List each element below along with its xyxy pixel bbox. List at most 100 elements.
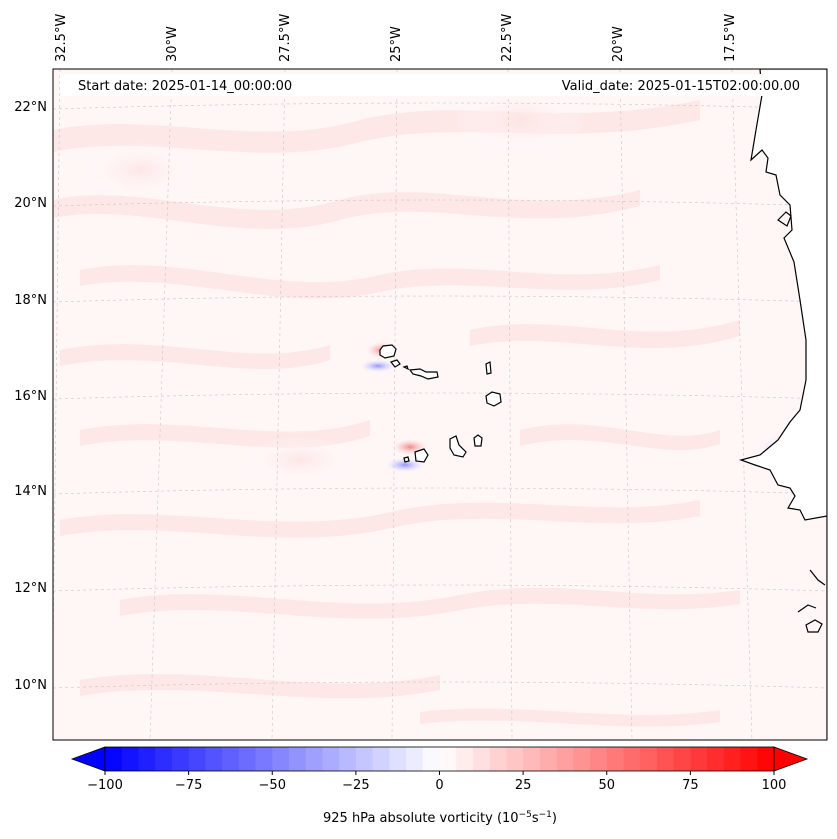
island-santa-luzia (402, 365, 410, 371)
colorbar-tick-label: −25 (342, 778, 369, 793)
vorticity-field (53, 69, 827, 740)
longitude-label: 20°W (611, 26, 626, 62)
colorbar-segment (422, 747, 441, 771)
latitude-label: 22°N (14, 100, 47, 115)
header-background (60, 74, 810, 96)
latitude-label: 10°N (14, 678, 47, 693)
colorbar-segment (740, 747, 758, 771)
colorbar-segment (590, 747, 608, 771)
coastline-islands (379, 344, 502, 463)
field-streaks (53, 100, 740, 727)
colorbar-segment (188, 747, 206, 771)
colorbar-segment (288, 747, 307, 771)
longitude-label: 30°W (165, 26, 180, 62)
parallel-line (53, 392, 827, 400)
colorbar-segment (606, 747, 625, 771)
colorbar-segment (456, 747, 474, 771)
latitude-label: 20°N (14, 196, 47, 211)
island-santo-antao (379, 344, 397, 359)
parallel-line (53, 199, 827, 207)
colorbar-segment (389, 747, 407, 771)
island-fogo (414, 448, 429, 463)
colorbar-segment (640, 747, 658, 771)
colorbar-extend-low (70, 746, 106, 772)
meridian-line (271, 69, 286, 740)
colorbar: −100 −75 −50 −25 0 25 50 75 100 925 hPa absolute… (70, 746, 809, 826)
longitude-label: 17.5°W (723, 14, 738, 62)
colorbar-segment (707, 747, 725, 771)
valid-date-label: Valid_date: 2025-01-15T02:00:00.00 (562, 79, 800, 94)
colorbar-segment (155, 747, 173, 771)
colorbar-segment (339, 747, 357, 771)
latitude-labels: 22°N 20°N 18°N 16°N 14°N 12°N 10°N (14, 100, 47, 693)
latitude-label: 18°N (14, 293, 47, 308)
colorbar-segment (539, 747, 558, 771)
colorbar-segment (105, 747, 123, 771)
colorbar-segment (573, 747, 591, 771)
colorbar-segment (372, 747, 390, 771)
field-patch (450, 85, 590, 155)
colorbar-tick-label: 0 (435, 778, 443, 793)
longitude-labels: 32.5°W 30°W 27.5°W 25°W 22.5°W 20°W 17.5… (54, 14, 738, 62)
meridian-line (731, 69, 753, 740)
colorbar-tick-label: −50 (259, 778, 286, 793)
colorbar-segment (723, 747, 742, 771)
island-santiago (449, 435, 467, 458)
colorbar-segment (623, 747, 641, 771)
colorbar-segment (523, 747, 541, 771)
colorbar-tick-label: 50 (598, 778, 615, 793)
colorbar-segment (690, 747, 708, 771)
island-sao-vicente (389, 359, 401, 368)
plot-frame (52, 68, 828, 741)
island-brava (403, 456, 410, 463)
latitude-label: 14°N (14, 484, 47, 499)
meridian-line (391, 69, 398, 740)
colorbar-segment (238, 747, 257, 771)
colorbar-tick-label: 25 (515, 778, 532, 793)
colorbar-label: 925 hPa absolute vorticity (10−5s−1) (323, 810, 557, 826)
colorbar-segment (272, 747, 290, 771)
colorbar-segment (305, 747, 324, 771)
coastline-detail (777, 211, 826, 633)
longitude-label: 32.5°W (54, 14, 69, 62)
meridian-line (507, 69, 513, 740)
colorbar-segment (171, 747, 190, 771)
field-patch (240, 435, 360, 485)
colorbar-segment (222, 747, 240, 771)
island-sao-nicolau (408, 368, 439, 380)
meridian-line (149, 69, 173, 740)
colorbar-segment (757, 747, 775, 771)
island-maio (473, 434, 483, 447)
parallel-line (53, 295, 827, 303)
colorbar-tick-label: −75 (175, 778, 202, 793)
latitude-label: 16°N (14, 389, 47, 404)
colorbar-tick-label: −100 (87, 778, 123, 793)
colorbar-segment (489, 747, 508, 771)
colorbar-segment (355, 747, 374, 771)
colorbar-tick-label: 100 (762, 778, 787, 793)
longitude-label: 27.5°W (278, 14, 293, 62)
colorbar-segment (673, 747, 691, 771)
coastline-africa (738, 69, 827, 740)
parallel-line (53, 102, 827, 110)
colorbar-segment (556, 747, 574, 771)
parallel-line (53, 584, 827, 592)
colorbar-segment (322, 747, 340, 771)
colorbar-segment (656, 747, 675, 771)
island-sal (485, 361, 492, 375)
colorbar-segments (105, 747, 775, 771)
colorbar-tick-label: 75 (682, 778, 699, 793)
longitude-label: 22.5°W (500, 14, 515, 62)
colorbar-segment (205, 747, 223, 771)
colorbar-segment (138, 747, 156, 771)
island-boa-vista (485, 391, 502, 407)
longitude-label: 25°W (389, 26, 404, 62)
meridian-line (619, 69, 633, 740)
colorbar-extend-high (773, 746, 809, 772)
latitude-label: 12°N (14, 581, 47, 596)
colorbar-segment (255, 747, 273, 771)
colorbar-ticks: −100 −75 −50 −25 0 25 50 75 100 (87, 771, 786, 793)
parallel-line (53, 681, 827, 689)
colorbar-segment (506, 747, 524, 771)
